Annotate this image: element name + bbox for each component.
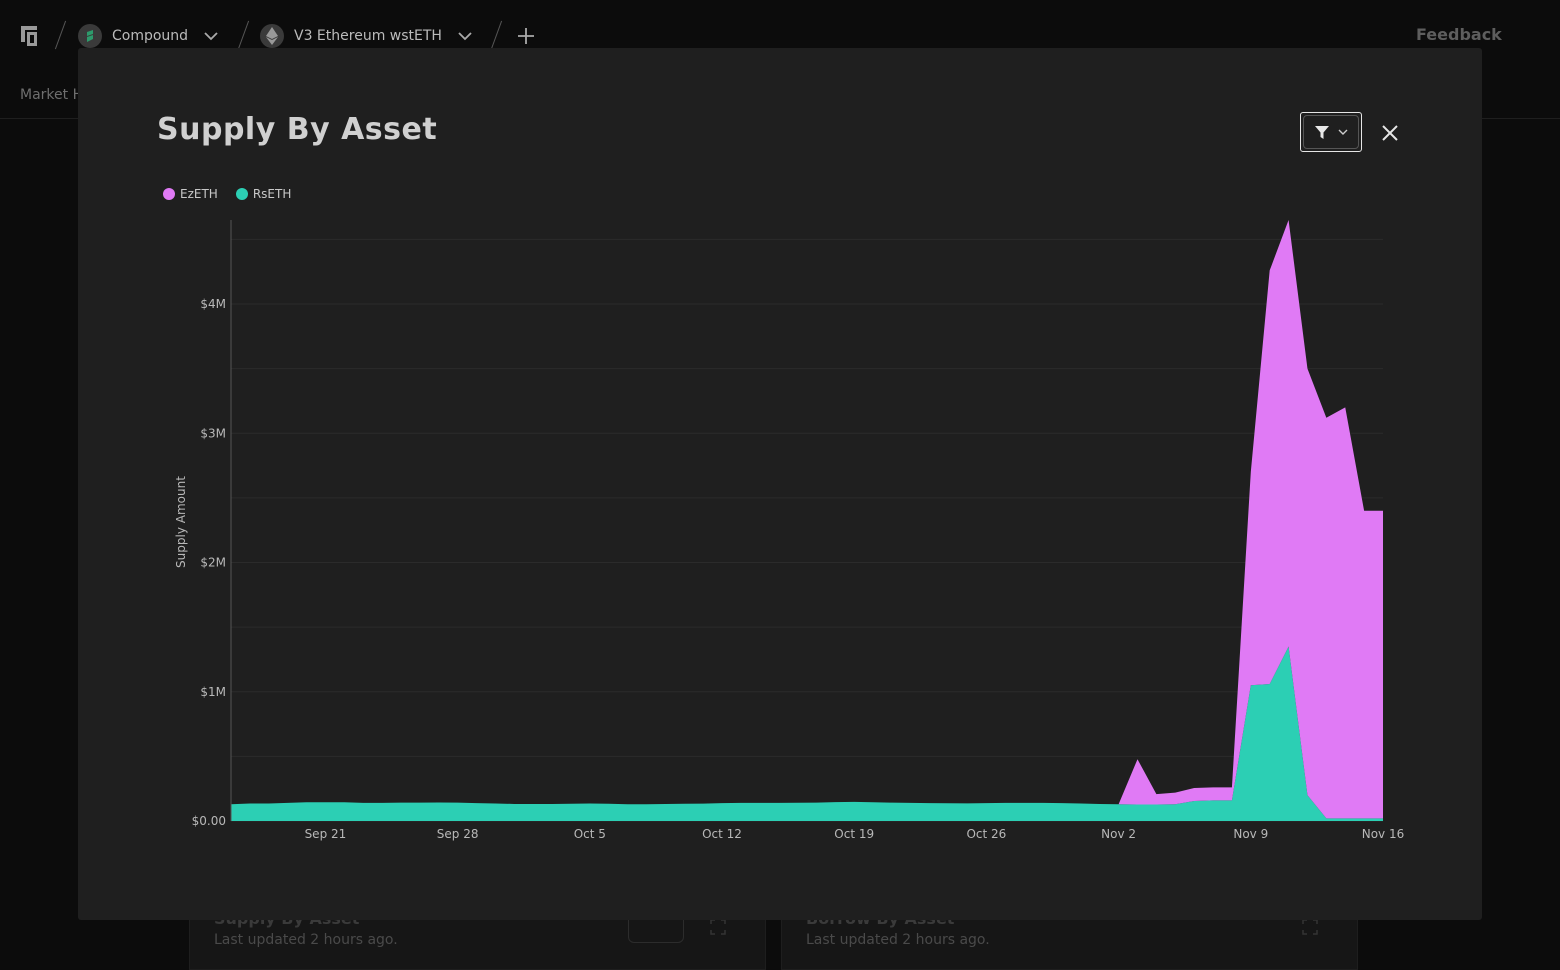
- x-tick-label: Oct 26: [966, 827, 1006, 841]
- breadcrumb-market-selector[interactable]: V3 Ethereum wstETH: [260, 22, 472, 50]
- legend-swatch: [235, 188, 248, 200]
- chevron-down-icon: [458, 32, 472, 41]
- card-subtitle: Last updated 2 hours ago.: [214, 932, 398, 948]
- card-subtitle: Last updated 2 hours ago.: [806, 932, 990, 948]
- breadcrumb-separator: [490, 20, 503, 50]
- breadcrumb-separator: [237, 20, 250, 50]
- chevron-down-icon: [1338, 129, 1348, 135]
- y-tick-label: $1M: [200, 685, 226, 699]
- feedback-button[interactable]: Feedback: [1416, 25, 1502, 44]
- x-tick-label: Nov 16: [1362, 827, 1405, 841]
- x-tick-label: Sep 28: [437, 827, 479, 841]
- x-tick-label: Sep 21: [305, 827, 347, 841]
- breadcrumb-separator: [54, 20, 67, 50]
- x-tick-label: Oct 12: [702, 827, 742, 841]
- supply-area-chart: $0.00 $1M $2M $3M $4M Sep 21 Sep 28 Oct 5 Oct 1…: [174, 220, 1405, 841]
- legend-item-rseth[interactable]: RsETH: [235, 187, 292, 201]
- expand-icon[interactable]: [710, 919, 726, 935]
- chart-legend: EzETH RsETH: [163, 187, 291, 201]
- x-tick-label: Nov 9: [1233, 827, 1268, 841]
- x-tick-label: Oct 5: [574, 827, 606, 841]
- x-tick-label: Oct 19: [834, 827, 874, 841]
- breadcrumb-protocol-selector[interactable]: Compound: [78, 22, 218, 50]
- add-icon[interactable]: [514, 24, 538, 48]
- y-axis-label: Supply Amount: [174, 476, 188, 568]
- y-tick-label: $3M: [200, 426, 226, 440]
- filter-icon: [1315, 126, 1329, 139]
- breadcrumb-protocol-label: Compound: [112, 28, 189, 44]
- legend-item-ezeth[interactable]: EzETH: [163, 187, 218, 201]
- top-bar: Compound V3 Ethereum wstETH Feedback: [0, 0, 1560, 70]
- legend-label: EzETH: [180, 187, 218, 201]
- chart-modal: Supply By Asset EzETH RsETH $0.00 $1M $2M $…: [78, 48, 1482, 920]
- chevron-down-icon: [204, 32, 218, 41]
- series-area-rseth[interactable]: [231, 646, 1383, 821]
- legend-label: RsETH: [252, 187, 292, 201]
- y-tick-label: $4M: [200, 297, 226, 311]
- close-icon[interactable]: [1378, 121, 1402, 145]
- compound-logo-icon: [78, 24, 102, 48]
- filter-dropdown-button[interactable]: [1300, 112, 1362, 152]
- tab-market-history[interactable]: Market H: [20, 87, 84, 103]
- series-area-ezeth[interactable]: [231, 220, 1383, 819]
- y-tick-label: $0.00: [192, 814, 226, 828]
- y-tick-label: $2M: [200, 556, 226, 570]
- app-logo-icon[interactable]: [19, 24, 39, 48]
- breadcrumb-market-label: V3 Ethereum wstETH: [294, 28, 442, 44]
- ethereum-icon: [260, 24, 284, 48]
- x-tick-label: Nov 2: [1101, 827, 1136, 841]
- expand-icon[interactable]: [1302, 919, 1318, 935]
- modal-title: Supply By Asset: [157, 112, 438, 147]
- legend-swatch: [163, 188, 175, 200]
